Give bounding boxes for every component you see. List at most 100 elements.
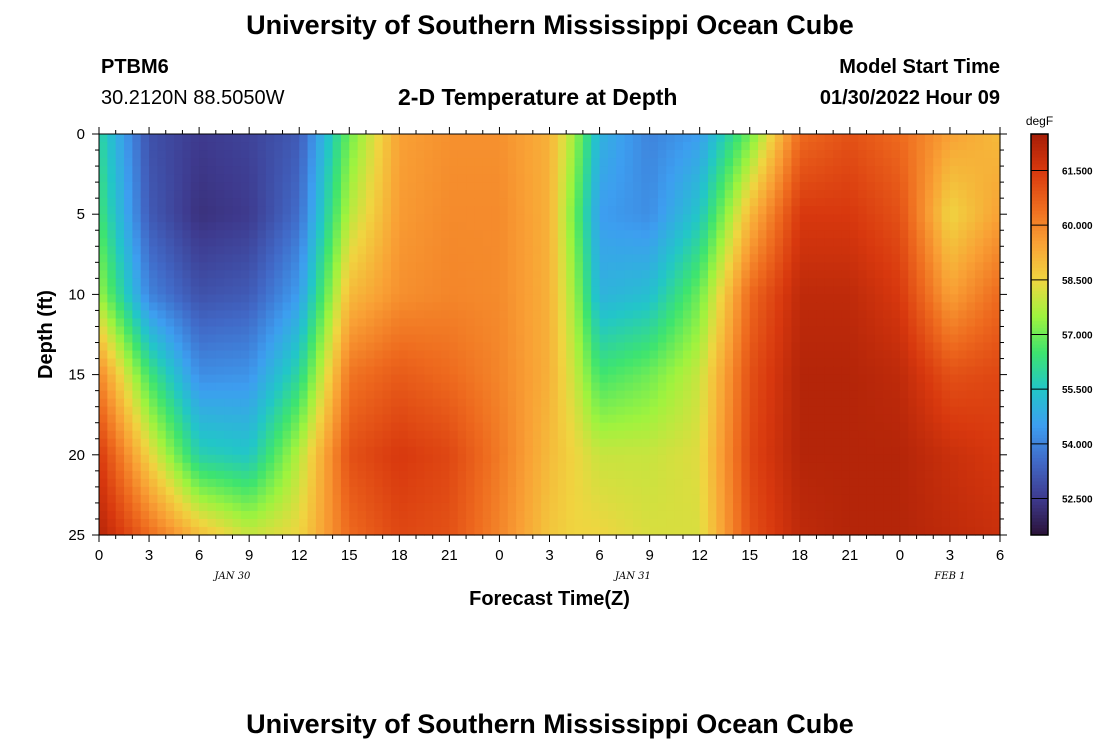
heatmap-cell: [591, 366, 601, 376]
heatmap-cell: [374, 446, 384, 456]
heatmap-cell: [374, 470, 384, 480]
heatmap-cell: [674, 366, 684, 376]
heatmap-cell: [874, 278, 884, 287]
heatmap-cell: [733, 358, 742, 368]
heatmap-cell: [265, 494, 275, 504]
heatmap-cell: [783, 478, 793, 488]
heatmap-cell: [849, 414, 859, 424]
heatmap-cell: [649, 342, 659, 352]
heatmap-cell: [165, 206, 175, 215]
heatmap-cell: [432, 190, 442, 199]
heatmap-cell: [332, 454, 342, 464]
heatmap-cell: [157, 254, 167, 263]
heatmap-cell: [374, 406, 384, 416]
heatmap-cell: [958, 422, 968, 432]
heatmap-cell: [808, 134, 818, 143]
heatmap-cell: [357, 446, 367, 456]
heatmap-cell: [124, 414, 133, 424]
heatmap-cell: [866, 246, 876, 255]
heatmap-cell: [374, 414, 384, 424]
heatmap-cell: [616, 446, 626, 456]
heatmap-cell: [607, 326, 617, 336]
heatmap-cell: [124, 214, 133, 223]
heatmap-cell: [607, 454, 617, 464]
heatmap-cell: [958, 454, 968, 464]
heatmap-cell: [449, 438, 459, 448]
heatmap-cell: [290, 334, 300, 344]
heatmap-cell: [382, 374, 392, 384]
heatmap-cell: [441, 390, 450, 400]
heatmap-cell: [274, 222, 284, 231]
heatmap-cell: [641, 222, 651, 231]
heatmap-cell: [424, 334, 434, 344]
heatmap-cell: [274, 454, 284, 464]
heatmap-cell: [824, 446, 834, 456]
heatmap-cell: [99, 238, 108, 247]
heatmap-cell: [582, 278, 592, 287]
heatmap-cell: [774, 414, 784, 424]
heatmap-cell: [282, 198, 292, 207]
heatmap-cell: [591, 214, 601, 223]
heatmap-cell: [816, 286, 826, 295]
heatmap-cell: [849, 270, 859, 279]
heatmap-cell: [224, 294, 234, 304]
heatmap-cell: [557, 318, 567, 328]
heatmap-cell: [182, 206, 192, 215]
heatmap-cell: [833, 142, 843, 151]
heatmap-cell: [708, 158, 717, 167]
heatmap-cell: [941, 326, 951, 336]
heatmap-cell: [682, 150, 692, 159]
heatmap-cell: [607, 414, 617, 424]
heatmap-cell: [274, 438, 284, 448]
heatmap-cell: [491, 254, 501, 263]
heatmap-cell: [632, 278, 642, 287]
heatmap-cell: [599, 470, 609, 480]
heatmap-cell: [924, 430, 934, 440]
heatmap-cell: [908, 318, 918, 328]
heatmap-cell: [365, 246, 375, 255]
heatmap-cell: [624, 350, 634, 360]
heatmap-cell: [382, 454, 392, 464]
heatmap-cell: [682, 486, 692, 496]
heatmap-cell: [257, 414, 267, 424]
heatmap-cell: [849, 350, 859, 360]
heatmap-cell: [691, 462, 701, 472]
heatmap-cell: [315, 254, 325, 263]
heatmap-cell: [758, 294, 767, 304]
heatmap-cell: [758, 214, 767, 223]
heatmap-cell: [824, 358, 834, 368]
heatmap-cell: [416, 342, 425, 352]
heatmap-cell: [390, 470, 400, 480]
heatmap-cell: [474, 222, 484, 231]
heatmap-cell: [774, 278, 784, 287]
heatmap-cell: [783, 222, 793, 231]
heatmap-cell: [891, 406, 901, 416]
heatmap-cell: [224, 246, 234, 255]
heatmap-cell: [649, 446, 659, 456]
heatmap-cell: [874, 374, 884, 384]
heatmap-cell: [449, 238, 459, 247]
heatmap-cell: [858, 334, 868, 344]
heatmap-cell: [215, 214, 225, 223]
heatmap-cell: [282, 246, 292, 255]
heatmap-cell: [758, 358, 767, 368]
heatmap-cell: [99, 502, 108, 512]
heatmap-cell: [282, 142, 292, 151]
heatmap-cell: [199, 446, 209, 456]
heatmap-cell: [182, 494, 192, 504]
heatmap-cell: [124, 182, 133, 191]
heatmap-cell: [174, 302, 184, 312]
heatmap-cell: [858, 294, 868, 304]
heatmap-cell: [758, 438, 767, 448]
heatmap-cell: [199, 134, 209, 143]
heatmap-cell: [491, 406, 501, 416]
heatmap-cell: [549, 222, 559, 231]
heatmap-cell: [641, 270, 651, 279]
heatmap-cell: [474, 230, 484, 239]
heatmap-cell: [808, 246, 818, 255]
heatmap-cell: [724, 150, 734, 159]
heatmap-cell: [699, 446, 709, 456]
heatmap-cell: [949, 334, 959, 344]
heatmap-cell: [249, 398, 259, 408]
heatmap-cell: [599, 454, 609, 464]
